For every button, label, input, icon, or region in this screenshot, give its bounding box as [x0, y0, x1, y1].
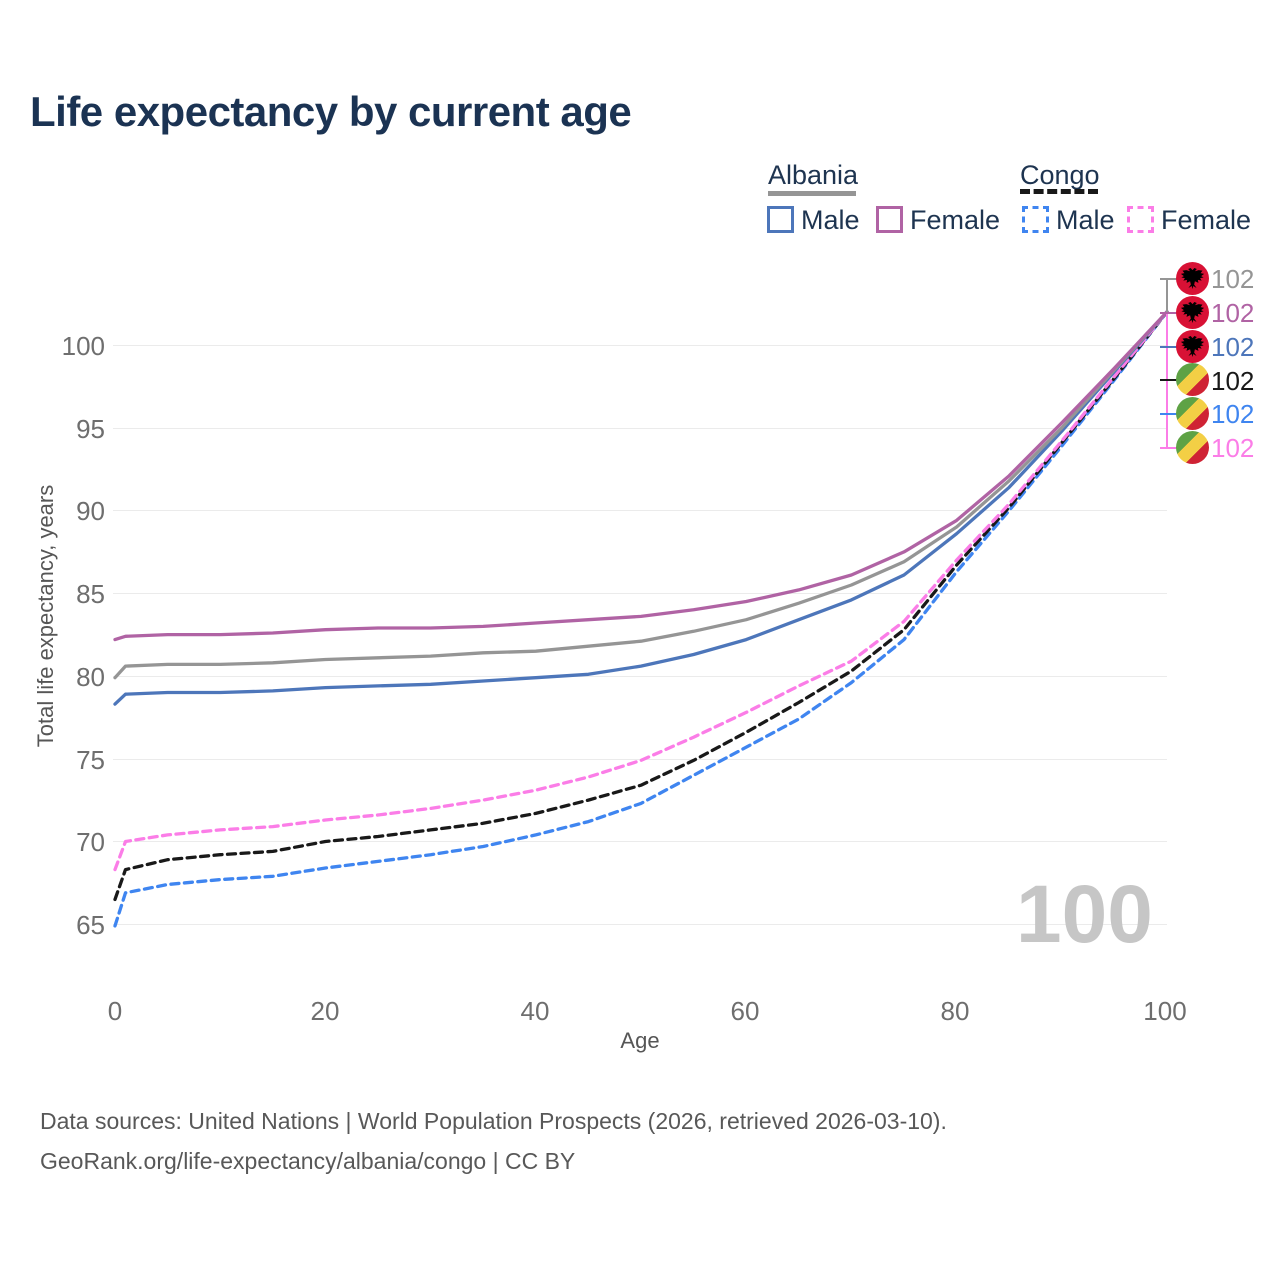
series-line-albania_both[interactable]: [113, 310, 1169, 680]
y-tick-95: 95: [76, 414, 105, 444]
end-value-albania-both: 102: [1211, 264, 1255, 294]
series-line-congo_male[interactable]: [113, 310, 1169, 928]
x-tick-0: 0: [107, 996, 123, 1026]
gridline-95: [113, 428, 1167, 429]
congo-both-line-swatch: [1020, 189, 1098, 194]
leader-tick-albania-female: [1160, 312, 1177, 314]
gridline-85: [113, 593, 1167, 594]
x-axis-title: Age: [620, 1028, 660, 1053]
y-tick-80: 80: [76, 662, 105, 692]
leader-tick-albania-male: [1160, 346, 1177, 348]
x-tick-40: 40: [520, 996, 550, 1026]
x-tick-100: 100: [1143, 996, 1187, 1026]
series-line-albania_male[interactable]: [113, 310, 1169, 706]
y-tick-70: 70: [76, 827, 105, 857]
albania-male-swatch[interactable]: [767, 206, 794, 233]
series-line-congo_both[interactable]: [113, 310, 1169, 902]
leader-tick-congo-female: [1160, 447, 1177, 449]
legend-group-albania[interactable]: Albania: [768, 160, 859, 190]
y-tick-85: 85: [76, 579, 105, 609]
legend-item-congo-male[interactable]: Male: [1056, 205, 1115, 235]
x-tick-60: 60: [730, 996, 760, 1026]
gridline-100: [113, 345, 1167, 346]
x-tick-20: 20: [310, 996, 340, 1026]
y-tick-90: 90: [76, 496, 105, 526]
leader-tick-congo-male: [1160, 413, 1177, 415]
series-line-congo_female[interactable]: [113, 310, 1169, 872]
attribution-note: GeoRank.org/life-expectancy/albania/cong…: [40, 1148, 576, 1174]
data-sources-note: Data sources: United Nations | World Pop…: [40, 1108, 947, 1134]
end-value-congo-female: 102: [1211, 433, 1255, 463]
leader-tick-albania-both: [1160, 278, 1177, 280]
end-value-albania-female: 102: [1211, 298, 1255, 328]
gridline-90: [113, 510, 1167, 511]
albania-both-line-swatch: [768, 191, 856, 196]
legend-item-albania-female[interactable]: Female: [910, 205, 1001, 235]
albania-flag-icon: [1176, 330, 1209, 363]
leader-tick-congo-both: [1160, 379, 1177, 381]
y-tick-65: 65: [76, 910, 105, 940]
y-axis-title: Total life expectancy, years: [33, 484, 58, 748]
end-value-congo-male: 102: [1211, 399, 1255, 429]
albania-flag-icon: [1176, 262, 1209, 295]
congo-male-swatch[interactable]: [1022, 206, 1049, 233]
legend-item-congo-female[interactable]: Female: [1161, 205, 1252, 235]
congo-flag-icon: [1176, 431, 1209, 464]
congo-flag-icon: [1176, 397, 1209, 430]
albania-female-swatch[interactable]: [876, 206, 903, 233]
gridline-65: [113, 924, 1167, 925]
series-line-albania_female[interactable]: [113, 310, 1169, 642]
current-age-watermark: 100: [1016, 869, 1153, 960]
legend-group-congo[interactable]: Congo: [1020, 160, 1100, 190]
chart-title: Life expectancy by current age: [30, 88, 632, 135]
leader-line-albania-both: [1166, 278, 1168, 313]
congo-female-swatch[interactable]: [1127, 206, 1154, 233]
x-tick-80: 80: [940, 996, 970, 1026]
end-value-albania-male: 102: [1211, 332, 1255, 362]
congo-flag-icon: [1176, 363, 1209, 396]
y-tick-100: 100: [61, 331, 105, 361]
albania-flag-icon: [1176, 296, 1209, 329]
y-tick-75: 75: [76, 745, 105, 775]
end-value-congo-both: 102: [1211, 366, 1255, 396]
legend-item-albania-male[interactable]: Male: [801, 205, 860, 235]
gridline-70: [113, 841, 1167, 842]
gridline-80: [113, 676, 1167, 677]
